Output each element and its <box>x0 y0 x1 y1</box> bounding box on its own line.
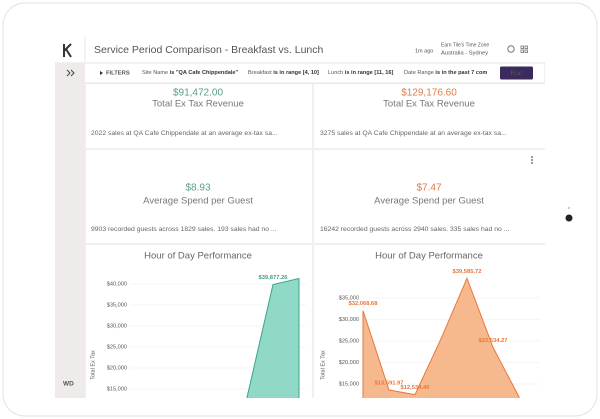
chart-title: Hour of Day Performance <box>144 251 252 262</box>
card <box>86 84 312 148</box>
kpi-value: $129,176.60 <box>401 88 457 99</box>
timezone-label: Earn Tile's Time Zone <box>441 42 489 48</box>
header-bar <box>55 37 545 63</box>
y-tick-label: $15,000 <box>339 381 359 387</box>
expand-icon[interactable] <box>66 69 75 77</box>
run-button[interactable] <box>500 66 533 80</box>
kpi-description: 2022 sales at QA Cafe Chippendale at an … <box>91 130 278 137</box>
kpi-label: Total Ex Tax Revenue <box>152 99 244 110</box>
filter: Breakfast is in range [4, 10] <box>248 70 319 76</box>
card <box>314 84 545 148</box>
value-label: $23,534.27 <box>478 338 507 344</box>
camera <box>565 214 573 222</box>
y-tick-label: $40,000 <box>107 281 127 287</box>
y-tick-label: $30,000 <box>339 317 359 323</box>
y-axis-label: Total Ex Tax <box>90 350 96 380</box>
kpi-description: 16242 recorded guests across 2940 sales.… <box>320 226 509 233</box>
layout-icon[interactable] <box>520 45 528 53</box>
sensor <box>567 206 571 210</box>
sidebar-user: WD <box>63 381 74 388</box>
filter: Date Range is in the past 7 com <box>404 70 487 76</box>
y-axis-label: Total Ex Tax <box>320 350 326 380</box>
more-icon[interactable] <box>531 156 533 164</box>
value-label: $39,585.72 <box>452 269 481 275</box>
sidebar <box>55 63 85 398</box>
card <box>314 150 545 243</box>
logo <box>63 43 72 58</box>
y-tick-label: $30,000 <box>107 323 127 329</box>
timezone: Australia - Sydney <box>441 51 488 57</box>
y-tick-label: $35,000 <box>107 302 127 308</box>
y-tick-label: $25,000 <box>107 344 127 350</box>
kpi-label: Average Spend per Guest <box>143 196 253 207</box>
filter-toggle[interactable] <box>100 71 103 75</box>
kpi-description: 9903 recorded guests across 1829 sales. … <box>91 226 277 233</box>
filters-label: FILTERS <box>106 71 130 77</box>
y-tick-label: $20,000 <box>339 360 359 366</box>
y-tick-label: $35,000 <box>339 295 359 301</box>
kpi-label: Average Spend per Guest <box>374 196 484 207</box>
chart-title: Hour of Day Performance <box>375 251 483 262</box>
value-label: $32,068.68 <box>348 301 378 307</box>
value-label: $39,877.26 <box>258 275 288 281</box>
settings-icon[interactable] <box>507 45 515 53</box>
kpi-value: $7.47 <box>416 183 441 194</box>
kpi-value: $8.93 <box>185 183 210 194</box>
y-tick-label: $20,000 <box>107 365 127 371</box>
screen: Service Period Comparison - Breakfast vs… <box>55 37 545 398</box>
y-tick-label: $15,000 <box>107 386 127 392</box>
filter-bar <box>55 62 545 84</box>
filter: Site Name is "QA Cafe Chippendale" <box>142 70 239 76</box>
updated: 1m ago <box>415 48 433 54</box>
kpi-description: 3275 sales at QA Cafe Chippendale at an … <box>320 130 507 137</box>
y-tick-label: $25,000 <box>339 338 359 344</box>
kpi-value: $91,472.00 <box>173 88 223 99</box>
value-label: $13,591.97 <box>374 381 403 387</box>
page-title: Service Period Comparison - Breakfast vs… <box>94 44 324 56</box>
run-label[interactable]: Run <box>511 70 523 77</box>
kpi-label: Total Ex Tax Revenue <box>383 99 475 110</box>
value-label: $12,534.40 <box>400 385 429 391</box>
card <box>86 150 312 243</box>
area <box>246 277 300 398</box>
area <box>362 276 520 398</box>
filter: Lunch is in range [11, 16] <box>328 70 393 76</box>
